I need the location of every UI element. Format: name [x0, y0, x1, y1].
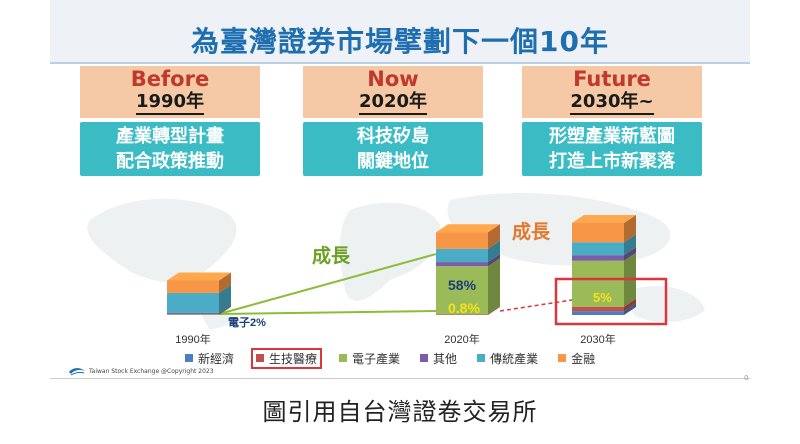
slide-title: 為臺灣證券市場擘劃下一個10年 [191, 25, 609, 58]
bar-segment-0-2 [167, 314, 219, 315]
goal-line: 配合政策推動 [116, 151, 224, 172]
twse-logo-icon [69, 368, 85, 376]
category-label-0: 1990年 [175, 332, 210, 346]
bar-side-1-4 [488, 240, 500, 263]
title-underline [50, 62, 750, 64]
era-year: 1990年 [135, 91, 205, 115]
twse-logo: Taiwan Stock Exchange @Copyright 2023 [68, 366, 214, 376]
growth-annotation-2: 成長 [512, 220, 551, 243]
goal-line: 關鍵地位 [357, 151, 429, 172]
legend-label: 新經濟 [198, 351, 235, 366]
bar-side-2-5 [624, 215, 636, 243]
legend-swatch [477, 354, 486, 362]
goal-future: 形塑產業新藍圖 打造上市新聚落 [522, 122, 702, 176]
growth-annotation-1: 成長 [312, 244, 351, 267]
legend-swatch [256, 354, 265, 362]
goal-line: 形塑產業新藍圖 [549, 126, 675, 147]
era-before: Before 1990年 [80, 66, 260, 118]
bar-segment-1-5 [436, 232, 488, 249]
legend-label: 生技醫療 [269, 351, 318, 366]
data-label-2030-biotech: 5% [593, 290, 612, 305]
title-bar: 為臺灣證券市場擘劃下一個10年 [50, 0, 750, 62]
bar-side-2-0 [624, 303, 636, 315]
page-marker: 0 [744, 374, 749, 382]
bar-side-2-1 [624, 298, 636, 312]
bar-side-2-3 [624, 247, 636, 261]
goal-now: 科技矽島 關鍵地位 [303, 122, 483, 176]
bar-segment-0-3 [167, 312, 219, 315]
slide-divider [50, 378, 750, 379]
category-label-1: 2020年 [444, 332, 479, 346]
data-label-1990-electronics: 電子2% [228, 316, 266, 329]
legend-label: 金融 [571, 351, 596, 366]
legend-item-new-economy: 新經濟 [182, 349, 237, 368]
era-year: 2030年~ [570, 91, 654, 115]
legend-item-biotech: 生技醫療 [251, 347, 323, 369]
bar-side-1-2 [488, 258, 500, 315]
legend-item-traditional: 傳統產業 [474, 349, 541, 368]
category-labels: 1990年 2020年 2030年 [175, 332, 615, 346]
bar-side-0-3 [219, 304, 231, 315]
legend-swatch [185, 354, 193, 362]
legend-item-electronics: 電子產業 [336, 349, 403, 368]
bar-segment-1-3 [436, 262, 488, 267]
bar-segment-1-1 [436, 314, 488, 315]
era-name: Future [573, 67, 651, 91]
bar-segment-2-5 [572, 223, 624, 243]
bar-segment-1-4 [436, 248, 488, 263]
bar-side-2-4 [624, 234, 636, 256]
bar-side-0-5 [219, 272, 231, 293]
bar-segment-1-2 [436, 266, 488, 315]
highlight-box [554, 277, 668, 326]
bar-side-1-1 [488, 306, 500, 315]
bar-side-1-3 [488, 254, 500, 267]
bar-segment-2-4 [572, 242, 624, 256]
goal-line: 科技矽島 [357, 126, 429, 147]
chart-legend: 新經濟 生技醫療 電子產業 其他 傳統產業 金融 [182, 347, 612, 369]
stacked-bar-chart: 成長 成長 電子2% 58% 0.8% 5% 1990年 2020年 2030年 [167, 215, 668, 346]
bar-side-0-2 [219, 306, 231, 315]
legend-label: 其他 [433, 351, 458, 366]
bar-side-0-4 [219, 284, 231, 313]
bar-segment-2-0 [572, 311, 624, 315]
bars-layer [167, 215, 636, 315]
category-label-2: 2030年 [580, 332, 615, 346]
era-year: 2020年 [358, 91, 428, 115]
bar-top-2 [572, 215, 636, 223]
bar-segment-2-1 [572, 306, 624, 312]
bar-segment-0-4 [167, 292, 219, 313]
era-now: Now 2020年 [303, 66, 483, 118]
growth-line-upper [218, 253, 437, 315]
bar-segment-0-5 [167, 280, 219, 293]
copyright-text: Taiwan Stock Exchange @Copyright 2023 [89, 367, 214, 375]
growth-line-dashed [499, 299, 573, 312]
growth-line-lower [218, 310, 437, 315]
goal-before: 產業轉型計畫 配合政策推動 [80, 122, 260, 176]
era-name: Now [367, 67, 419, 91]
goal-line: 打造上市新聚落 [549, 151, 675, 172]
bar-segment-2-3 [572, 255, 624, 261]
data-label-2020-electronics: 58% [448, 277, 477, 293]
era-name: Before [130, 67, 210, 91]
bar-side-1-5 [488, 224, 500, 249]
legend-swatch [420, 354, 429, 362]
era-future: Future 2030年~ [522, 66, 702, 118]
image-caption: 圖引用自台灣證卷交易所 [262, 398, 538, 426]
legend-item-other: 其他 [417, 349, 460, 368]
goal-line: 產業轉型計畫 [116, 126, 224, 147]
bar-top-0 [167, 272, 231, 281]
bar-top-1 [436, 224, 500, 233]
legend-label: 電子產業 [352, 351, 401, 366]
data-label-2020-biotech: 0.8% [448, 300, 480, 316]
legend-item-finance: 金融 [555, 349, 598, 368]
bar-segment-2-2 [572, 260, 624, 307]
legend-swatch [339, 354, 348, 362]
legend-label: 傳統產業 [490, 351, 539, 366]
legend-swatch [558, 354, 567, 362]
slide: 為臺灣證券市場擘劃下一個10年 Before 1990年 Now 2020年 F… [50, 0, 750, 382]
growth-lines [218, 253, 573, 315]
